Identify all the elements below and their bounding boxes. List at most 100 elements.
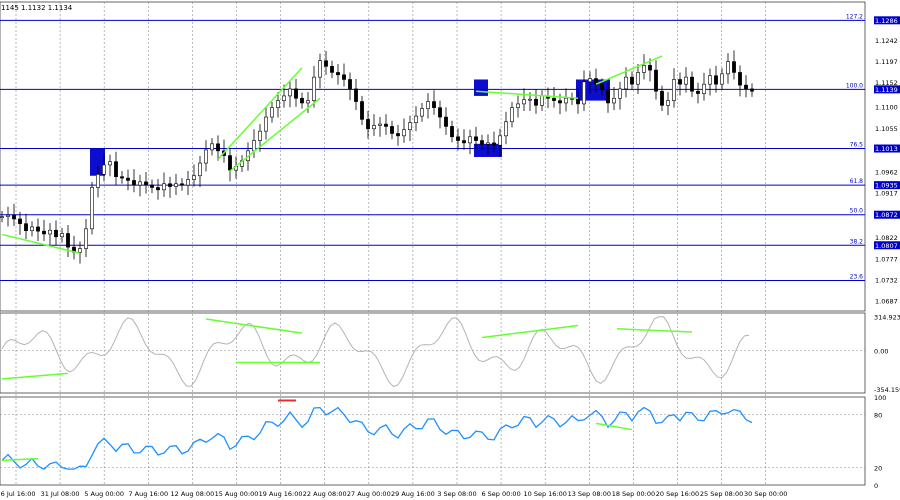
cci-line: [1, 316, 750, 388]
candle-body: [582, 81, 586, 105]
candle-body: [174, 183, 178, 187]
cci-divergence-trendline: [205, 318, 303, 334]
price-y-tick-label: 1.0732: [875, 276, 898, 284]
candle-body: [12, 214, 16, 220]
candle-body: [426, 101, 430, 109]
candle-body: [630, 76, 634, 85]
x-tick-label: 12 Aug 08:00: [170, 490, 214, 498]
cci-y-tick-label: 0.00: [874, 348, 888, 356]
x-tick-label: 20 Sep 16:00: [656, 490, 699, 498]
candle-body: [396, 133, 400, 137]
candle-body: [576, 98, 580, 105]
price-y-tick-label: 1.1152: [875, 79, 898, 87]
candle-body: [180, 183, 184, 186]
rsi-y-tick-label: 0: [874, 482, 878, 490]
candle-body: [324, 60, 328, 67]
candle-body: [402, 129, 406, 137]
candle-body: [588, 78, 592, 83]
x-tick-label: 10 Sep 16:00: [524, 490, 567, 498]
candle-body: [108, 161, 112, 166]
candle-body: [648, 65, 652, 71]
price-tag-label: 1.0807: [875, 242, 898, 250]
price-tag-box: [874, 16, 900, 25]
candle-body: [510, 107, 514, 123]
candle-body: [42, 230, 46, 235]
rsi-divergence-trendline: [595, 422, 633, 431]
candle-body: [690, 76, 694, 92]
candle-body: [438, 107, 442, 118]
price-y-tick-label: 1.1055: [875, 125, 898, 133]
candle-body: [522, 99, 526, 105]
x-axis: 26 Jul 16:00 31 Jul 08:00 5 Aug 00:00 7 Aug…: [0, 490, 787, 498]
divergence-trendline: [595, 55, 663, 85]
candle-body: [102, 164, 106, 175]
x-tick-label: 15 Aug 00:00: [215, 490, 259, 498]
candle-body: [186, 179, 190, 186]
price-tag-label: 1.1013: [875, 145, 898, 153]
candle-body: [144, 181, 148, 186]
candle-body: [678, 79, 682, 85]
candle-body: [726, 61, 730, 75]
candle-body: [36, 226, 40, 232]
candle-body: [0, 216, 4, 218]
candle-body: [276, 100, 280, 108]
fib-level-label: 100.0: [846, 82, 863, 89]
candle-body: [390, 126, 394, 134]
x-tick-label: 27 Aug 00:00: [347, 490, 391, 498]
candle-body: [216, 143, 220, 152]
candle-body: [336, 72, 340, 76]
x-tick-label: 22 Aug 08:00: [303, 490, 347, 498]
candle-body: [252, 140, 256, 152]
x-tick-label: 30 Sep 00:00: [744, 490, 787, 498]
candle-body: [54, 229, 58, 238]
price-tag-box: [874, 241, 900, 250]
candle-body: [624, 76, 628, 90]
x-tick-label: 19 Aug 16:00: [259, 490, 303, 498]
price-tag-box: [874, 210, 900, 219]
candle-body: [612, 97, 616, 104]
candle-body: [450, 126, 454, 138]
cci-y-tick-label: 314.9232: [874, 313, 900, 321]
candle-body: [24, 223, 28, 231]
price-zone-box: [474, 79, 488, 96]
x-tick-label: 5 Aug 00:00: [84, 490, 124, 498]
candle-body: [528, 98, 532, 101]
chart-header-quote: 1145 1.1132 1.1134: [1, 4, 73, 12]
candle-body: [618, 88, 622, 99]
candle-body: [156, 187, 160, 191]
price-tag-label: 1.0935: [875, 182, 898, 190]
candle-body: [558, 100, 562, 104]
price-tag-box: [874, 144, 900, 153]
fib-level-label: 76.5: [850, 142, 864, 149]
rsi-y-tick-label: 100: [874, 394, 886, 402]
candle-body: [408, 122, 412, 131]
price-zone-box: [576, 79, 610, 101]
fib-level-label: 50.0: [850, 208, 864, 215]
x-tick-label: 13 Sep 08:00: [568, 490, 611, 498]
candle-body: [258, 130, 262, 141]
candle-body: [306, 100, 310, 104]
divergence-trendline: [1, 233, 81, 254]
price-panel: 127.2 100.0 76.5 61.8 50.0 38.2 23.6 1.1286 1.12…: [0, 1, 900, 485]
fib-level-label: 61.8: [850, 178, 864, 185]
price-tag-box: [874, 181, 900, 190]
candle-body: [348, 79, 352, 90]
price-y-tick-label: 1.1242: [875, 37, 898, 45]
candle-body: [456, 136, 460, 141]
x-tick-label: 29 Aug 16:00: [391, 490, 435, 498]
price-y-tick-label: 1.0822: [875, 234, 898, 242]
candle-body: [48, 229, 52, 235]
candle-body: [138, 181, 142, 186]
candle-body: [516, 103, 520, 108]
candle-body: [486, 142, 490, 145]
candle-body: [666, 100, 670, 106]
x-tick-label: 18 Sep 00:00: [612, 490, 655, 498]
candle-body: [210, 143, 214, 151]
candle-body: [132, 180, 136, 186]
candle-body: [312, 76, 316, 101]
candle-body: [126, 177, 130, 181]
x-tick-label: 6 Sep 00:00: [481, 490, 520, 498]
candle-body: [564, 97, 568, 104]
candle-body: [606, 89, 610, 104]
